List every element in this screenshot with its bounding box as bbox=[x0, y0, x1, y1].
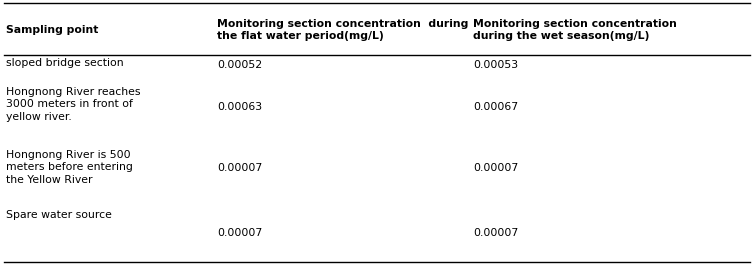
Text: sloped bridge section: sloped bridge section bbox=[6, 58, 124, 68]
Text: 0.00007: 0.00007 bbox=[217, 228, 262, 238]
Text: 0.00007: 0.00007 bbox=[474, 228, 519, 238]
Text: Spare water source: Spare water source bbox=[6, 210, 112, 220]
Text: Hongnong River is 500
meters before entering
the Yellow River: Hongnong River is 500 meters before ente… bbox=[6, 150, 133, 185]
Text: 0.00063: 0.00063 bbox=[217, 102, 262, 112]
Text: Sampling point: Sampling point bbox=[6, 25, 98, 35]
Text: 0.00067: 0.00067 bbox=[474, 102, 519, 112]
Text: 0.00007: 0.00007 bbox=[217, 163, 262, 173]
Text: Monitoring section concentration  during
the flat water period(mg/L): Monitoring section concentration during … bbox=[217, 19, 468, 41]
Text: Monitoring section concentration
during the wet season(mg/L): Monitoring section concentration during … bbox=[474, 19, 677, 41]
Text: 0.00052: 0.00052 bbox=[217, 60, 262, 70]
Text: Hongnong River reaches
3000 meters in front of
yellow river.: Hongnong River reaches 3000 meters in fr… bbox=[6, 87, 140, 122]
Text: 0.00053: 0.00053 bbox=[474, 60, 519, 70]
Text: 0.00007: 0.00007 bbox=[474, 163, 519, 173]
